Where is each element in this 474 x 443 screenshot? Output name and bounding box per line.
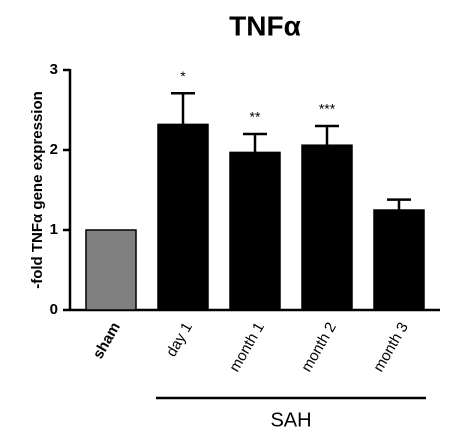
significance-label: **	[250, 109, 261, 125]
chart-title: TNFα	[229, 10, 301, 41]
bar	[373, 209, 425, 311]
y-tick-label: 1	[50, 221, 58, 238]
bar	[301, 144, 353, 311]
group-label: SAH	[270, 409, 311, 431]
x-tick-label: sham	[90, 319, 124, 361]
significance-label: ***	[319, 101, 336, 117]
y-axis-label: -fold TNFα gene expression	[29, 91, 46, 289]
bar	[229, 151, 281, 311]
significance-label: *	[180, 68, 186, 84]
bar	[157, 123, 209, 311]
y-tick-label: 0	[50, 301, 58, 318]
bar	[85, 229, 137, 311]
x-tick-label: month 2	[298, 319, 340, 374]
x-tick-label: month 1	[226, 319, 268, 374]
x-tick-label: day 1	[163, 319, 196, 359]
x-tick-label: month 3	[370, 319, 412, 374]
y-tick-label: 3	[50, 61, 58, 78]
y-tick-label: 2	[50, 141, 58, 158]
